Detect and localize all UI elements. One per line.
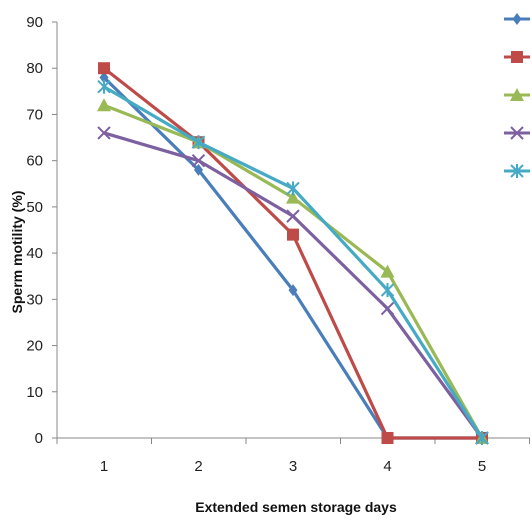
series-5-point [475,431,489,445]
x-tick-label: 3 [289,458,297,475]
series-2 [98,62,488,444]
series-2-point [98,62,110,75]
series-4-point [191,153,206,168]
series-3 [97,98,489,444]
series-2-point [287,228,299,241]
y-tick-label: 30 [26,291,43,308]
legend-entry-1 [504,13,530,25]
series-5 [97,79,489,445]
series-5-point [286,181,300,196]
legend-swatch-marker [510,88,524,101]
series-4-point [380,301,395,316]
series-3-line [103,103,484,439]
y-axis: 0 10 20 30 40 50 60 70 80 90 [26,14,58,447]
legend-entry-3 [504,88,530,101]
x-axis: 1 2 3 4 5 [56,437,530,475]
legend-swatch-marker [511,51,523,63]
legend-swatch-marker [510,126,524,140]
y-tick-label: 60 [26,153,43,170]
series-2-line [103,66,482,440]
series-3-point [97,98,111,112]
series-5-line [103,85,484,439]
series-4-point [286,209,300,223]
y-tick-label: 90 [26,14,43,31]
legend-entry-4 [504,126,530,140]
y-tick-label: 80 [26,60,43,77]
series-1-point [99,71,109,84]
y-tick-label: 40 [26,245,43,262]
series-3-point [380,264,395,278]
y-tick-label: 20 [26,338,43,355]
x-tick-label: 4 [383,458,391,475]
legend-swatch-marker [512,13,522,25]
y-tick-label: 0 [35,430,43,447]
legend-entry-2 [504,51,530,63]
series-5-point [380,283,395,298]
series-1-point [288,284,298,297]
legend-swatch-marker [510,164,524,178]
series-layer [97,62,489,445]
y-axis-title: Sperm motility (%) [9,191,25,314]
y-tick-label: 70 [26,106,43,123]
series-5-point [97,79,111,94]
series-1-point [194,163,203,176]
y-tick-label: 10 [26,384,43,401]
x-tick-label: 5 [478,458,486,475]
series-2-point [381,432,394,444]
series-3-point [286,190,300,204]
x-tick-label: 2 [194,458,202,475]
series-5-point [191,135,206,150]
x-tick-label: 1 [100,458,108,475]
series-1-line [102,76,482,440]
x-axis-title: Extended semen storage days [195,499,397,515]
legend-entry-5 [504,164,530,178]
legend [504,13,530,178]
series-4-point [97,126,111,140]
y-tick-label: 50 [26,199,43,216]
